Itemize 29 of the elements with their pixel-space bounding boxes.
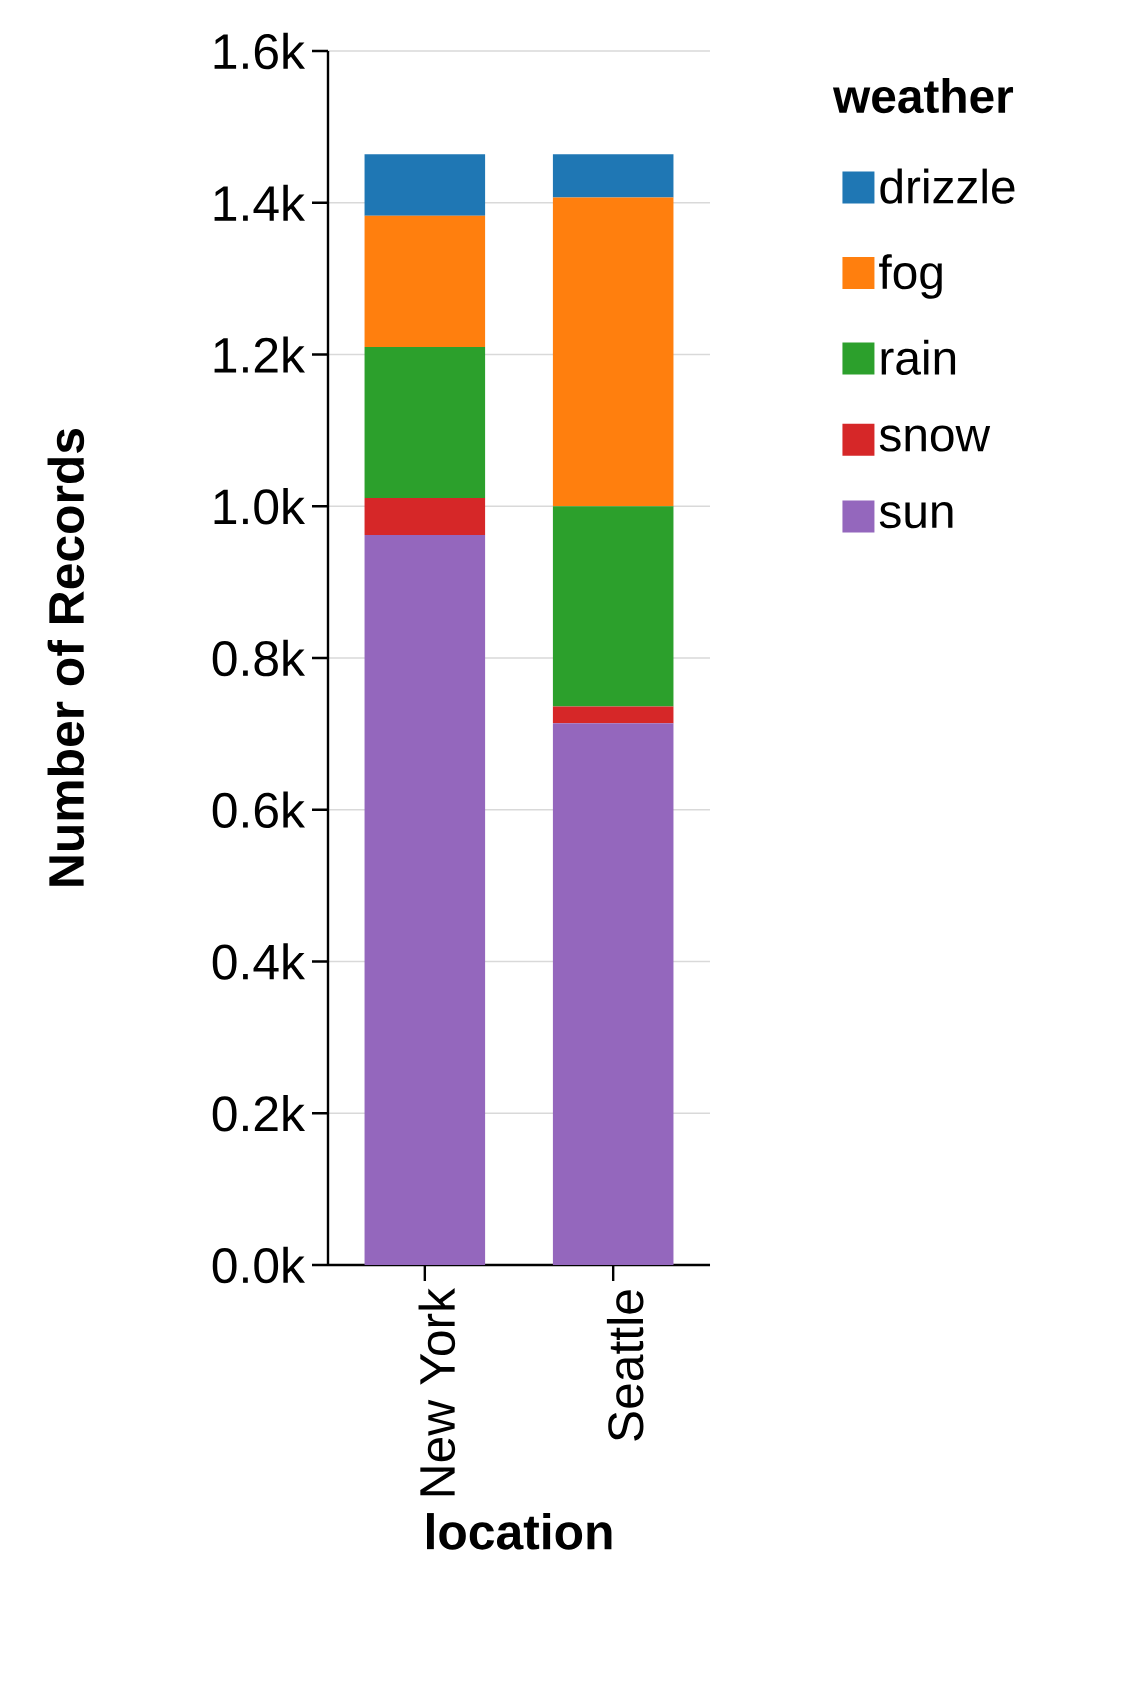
- bar: [552, 154, 674, 198]
- y-tick-label: 0.4k: [212, 943, 306, 980]
- y-tick-label: 1.0k: [214, 487, 306, 525]
- bar: [364, 497, 486, 536]
- legend-label: sun: [879, 502, 953, 529]
- y-tick-label: 1.6k: [214, 32, 306, 70]
- legend-label: rain: [881, 339, 956, 375]
- y-tick-label: 1.4k: [214, 184, 306, 221]
- bar: [552, 723, 674, 1265]
- bar: [552, 706, 674, 724]
- y-tick-label: 0.2k: [212, 1094, 306, 1132]
- bar: [364, 535, 486, 1265]
- x-tick-label: Seattle: [606, 1290, 644, 1441]
- bar: [364, 346, 486, 498]
- legend-title: weather: [832, 78, 1014, 114]
- y-tick-label: 1.2k: [214, 336, 306, 373]
- bar: [364, 215, 486, 347]
- legend-label: fog: [879, 254, 942, 299]
- bar: [552, 197, 674, 507]
- bar: [552, 506, 674, 707]
- legend-label: drizzle: [880, 168, 1015, 204]
- y-axis-title: Number of Records: [47, 428, 85, 886]
- legend-label: snow: [879, 425, 991, 452]
- x-axis-title: location: [426, 1513, 612, 1550]
- y-tick-label: 0.0k: [212, 1246, 306, 1284]
- bar: [364, 154, 486, 216]
- x-tick-label: New York: [418, 1287, 456, 1496]
- y-tick-label: 0.6k: [212, 791, 306, 829]
- y-tick-label: 0.8k: [212, 639, 306, 677]
